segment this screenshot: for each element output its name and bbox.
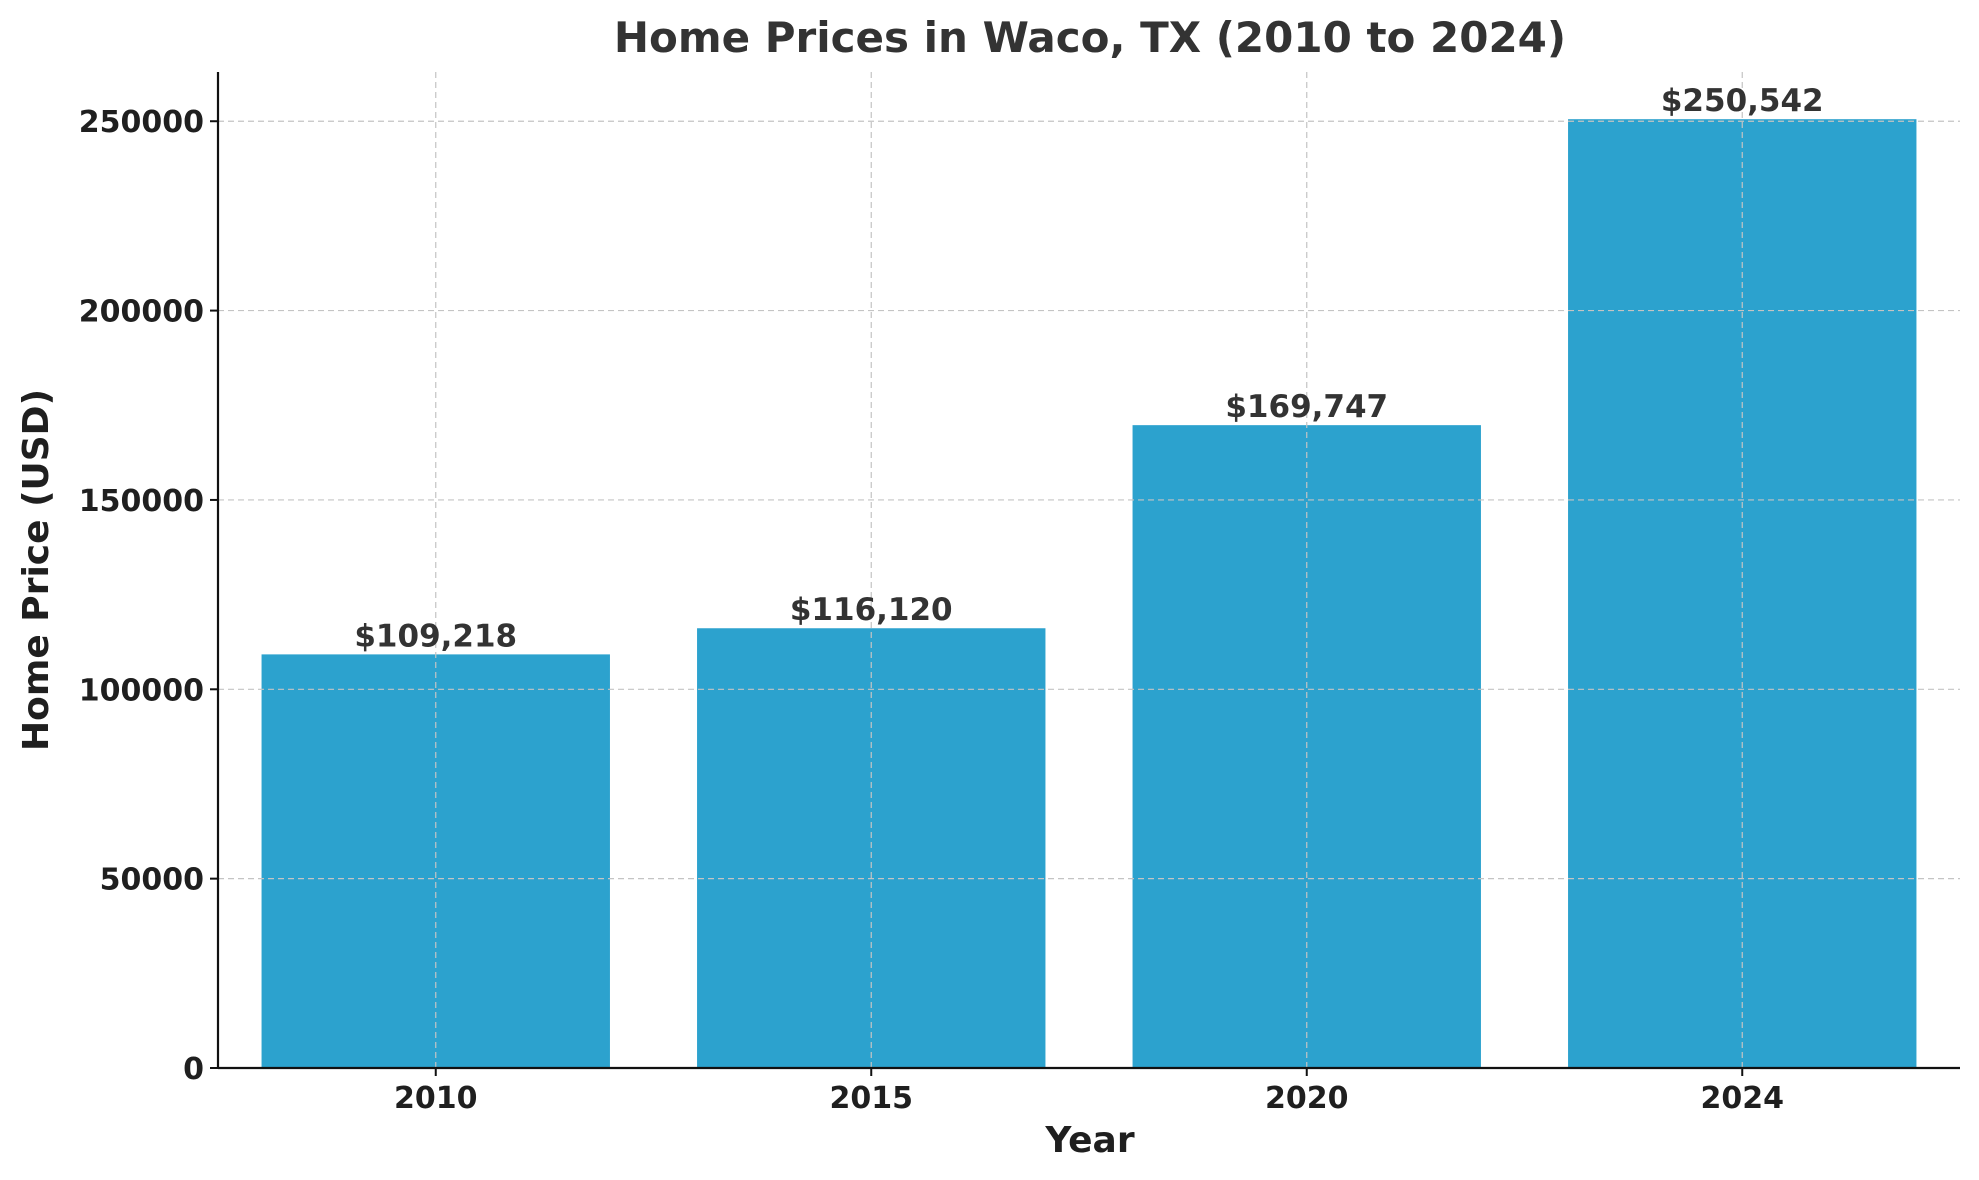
- data-label-2010: $109,218: [354, 618, 517, 654]
- y-axis-label: Home Price (USD): [16, 389, 57, 751]
- bars: [261, 119, 1917, 1069]
- y-tick-label: 200000: [79, 295, 204, 330]
- data-label-2020: $169,747: [1225, 389, 1388, 425]
- data-labels: $109,218 $116,120 $169,747 $250,542: [354, 83, 1823, 654]
- x-tick-label: 2015: [830, 1081, 914, 1116]
- y-tick-label: 150000: [79, 484, 204, 519]
- y-tick-label: 250000: [79, 105, 204, 140]
- data-label-2024: $250,542: [1661, 83, 1824, 119]
- x-tick-label: 2010: [394, 1081, 478, 1116]
- x-tick-label: 2020: [1265, 1081, 1349, 1116]
- y-tick-label: 100000: [79, 673, 204, 708]
- y-tick-label: 0: [183, 1052, 204, 1087]
- data-label-2015: $116,120: [790, 592, 953, 628]
- y-tick-label: 50000: [100, 863, 204, 898]
- x-axis-label: Year: [1044, 1120, 1134, 1161]
- grid: [218, 72, 1960, 1068]
- axes: 0 50000 100000 150000 200000 250000 2010 2015 20…: [79, 72, 1960, 1116]
- x-tick-label: 2024: [1701, 1081, 1785, 1116]
- chart-title: Home Prices in Waco, TX (2010 to 2024): [614, 13, 1566, 62]
